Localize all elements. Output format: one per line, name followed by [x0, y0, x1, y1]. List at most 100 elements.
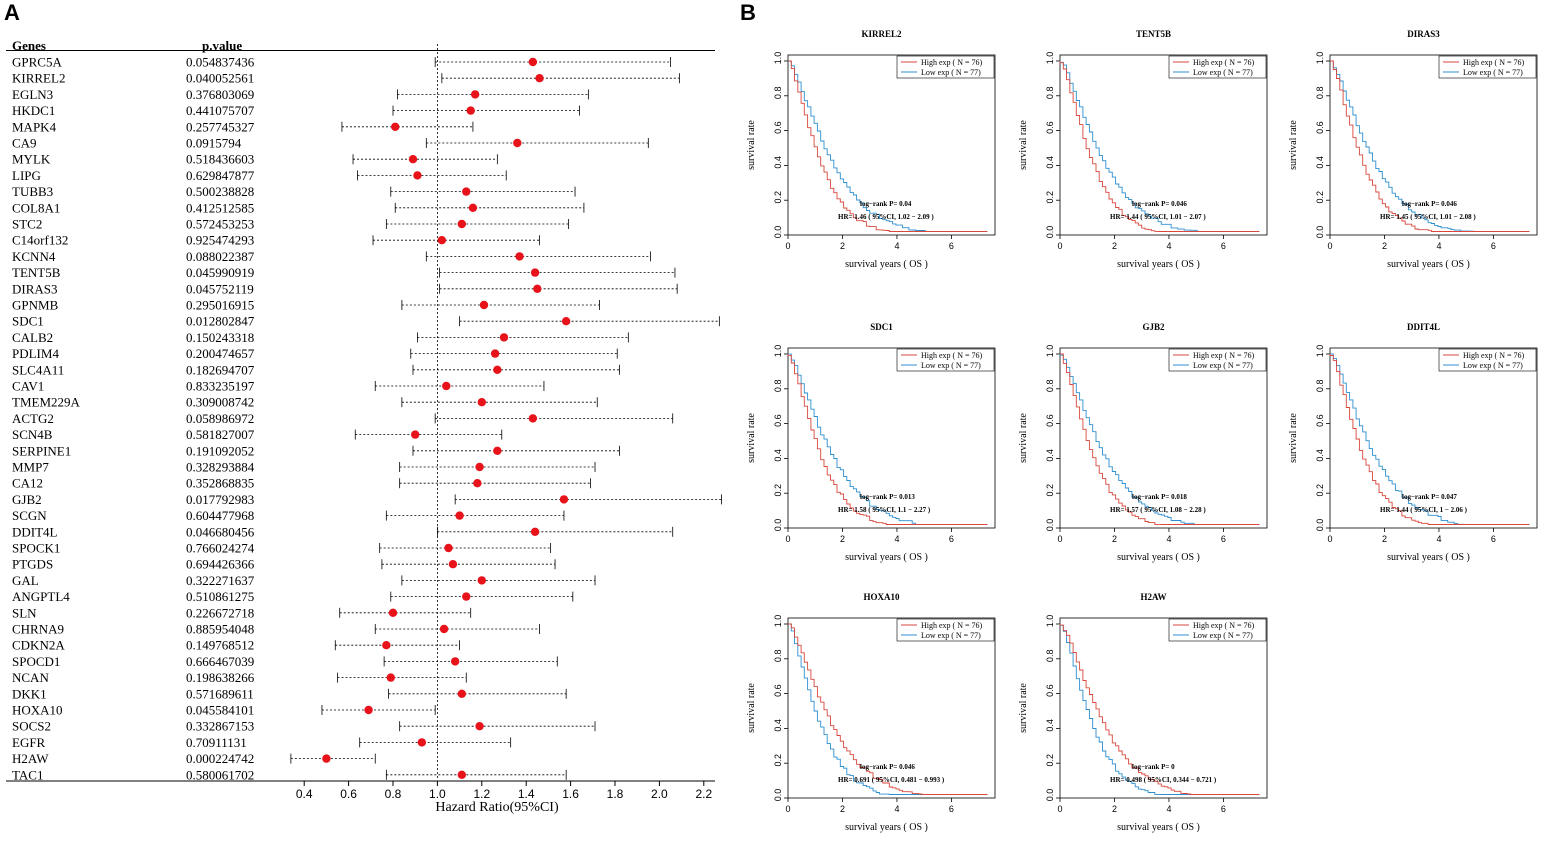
gene-label: SCN4B: [12, 427, 53, 442]
x-tick-label: 6: [949, 804, 954, 814]
y-tick-label: 0.0: [773, 789, 783, 802]
y-axis-label: survival rate: [1288, 120, 1299, 170]
y-tick-label: 0.0: [1045, 789, 1055, 802]
y-axis-label: survival rate: [1018, 413, 1029, 463]
gene-label: SPOCD1: [12, 654, 60, 669]
gene-label: H2AW: [12, 751, 49, 766]
x-tick-label: 1.8: [607, 787, 624, 801]
plot-frame: [1329, 54, 1538, 236]
hr-text: HR= 1.44 ( 95%CI, 1 − 2.06 ): [1380, 506, 1468, 514]
y-tick-label: 0.8: [773, 380, 783, 393]
pvalue-label: 0.295016915: [186, 298, 254, 313]
y-tick-label: 0.0: [773, 226, 783, 239]
km-plot-hoxa10: HOXA10 0.0 0.2 0.4 0.6 0.8 1.0 0 2 4 6 survival yea…: [740, 588, 1000, 853]
legend-box: [1438, 348, 1537, 372]
pvalue-label: 0.332867153: [186, 719, 254, 734]
pvalue-label: 0.088022387: [186, 249, 255, 264]
legend-box: [896, 55, 995, 79]
hr-point: [466, 106, 475, 115]
hr-point: [477, 576, 486, 585]
x-tick-label: 2: [1112, 534, 1117, 544]
hr-point: [470, 90, 480, 99]
y-tick-label: 0.8: [1315, 87, 1325, 100]
km-plot-ddit4l: DDIT4L 0.0 0.2 0.4 0.6 0.8 1.0 0 2 4 6 survival yea…: [1282, 318, 1542, 583]
gene-label: PDLIM4: [12, 346, 59, 361]
hr-point: [533, 284, 542, 293]
hr-text: HR= 1.46 ( 95%CI, 1.02 − 2.09 ): [838, 213, 934, 221]
plot-frame: [1059, 54, 1268, 236]
x-tick-label: 6: [1491, 241, 1496, 251]
hr-text: HR= 0.498 ( 95%CI, 0.344 − 0.721 ): [1110, 776, 1217, 784]
pvalue-label: 0.046680456: [186, 524, 255, 539]
legend-low: Low exp ( N = 77): [1193, 631, 1253, 640]
gene-label: GAL: [12, 573, 39, 588]
forest-plot: Genes p.value GPRC5A 0.054837436 KIRREL2 0.04…: [6, 38, 722, 815]
x-tick-label: 1.0: [429, 787, 446, 801]
logrank-text: log−rank P= 0.018: [1132, 493, 1187, 501]
y-tick-label: 0.2: [773, 191, 783, 204]
gene-label: SCGN: [12, 508, 47, 523]
y-axis-label: survival rate: [1018, 120, 1029, 170]
legend-high: High exp ( N = 76): [921, 351, 983, 360]
hr-point: [442, 381, 451, 391]
x-tick-label: 6: [1221, 534, 1226, 544]
pvalue-label: 0.694426366: [186, 557, 255, 572]
gene-label: CA12: [12, 476, 43, 491]
logrank-text: log−rank P= 0: [1132, 763, 1175, 771]
gene-label: ANGPTL4: [12, 589, 70, 604]
pvalue-label: 0.328293884: [186, 460, 255, 475]
y-tick-label: 0.4: [1315, 156, 1325, 169]
km-title: GJB2: [1142, 322, 1165, 332]
km-svg: DDIT4L 0.0 0.2 0.4 0.6 0.8 1.0 0 2 4 6 survival yea…: [1288, 322, 1538, 563]
pvalue-label: 0.045752119: [186, 281, 254, 296]
x-tick-label: 0: [785, 241, 790, 251]
pvalue-label: 0.666467039: [186, 654, 254, 669]
x-axis-label: survival years ( OS ): [1117, 259, 1200, 270]
y-tick-label: 0.2: [773, 484, 783, 497]
x-axis-label: survival years ( OS ): [845, 259, 928, 270]
hr-point: [462, 592, 471, 601]
x-tick-label: 2: [1382, 534, 1387, 544]
pvalue-label: 0.0915794: [186, 136, 242, 151]
hr-point: [493, 365, 502, 374]
pvalue-label: 0.581827007: [186, 427, 255, 442]
km-title: KIRREL2: [861, 29, 902, 39]
pvalue-label: 0.149768512: [186, 638, 254, 653]
gene-label: CHRNA9: [12, 622, 64, 637]
legend-box: [1168, 348, 1267, 372]
hr-text: HR= 1.58 ( 95%CI, 1.1 − 2.27 ): [838, 506, 931, 514]
hr-point: [411, 430, 420, 439]
y-tick-label: 0.2: [1045, 191, 1055, 204]
gene-label: DDIT4L: [12, 524, 58, 539]
hr-point: [473, 479, 482, 488]
x-axis-label: survival years ( OS ): [1387, 552, 1470, 563]
km-plot-gjb2: GJB2 0.0 0.2 0.4 0.6 0.8 1.0 0 2 4 6 survival years…: [1012, 318, 1272, 583]
legend-low: Low exp ( N = 77): [1463, 68, 1523, 77]
hr-point: [515, 252, 524, 261]
km-title: H2AW: [1140, 592, 1166, 602]
gene-label: MAPK4: [12, 119, 57, 134]
logrank-text: log−rank P= 0.046: [860, 763, 915, 771]
y-tick-label: 1.0: [1045, 52, 1055, 65]
km-curve-high: [1329, 354, 1530, 525]
y-tick-label: 0.6: [1045, 684, 1055, 697]
hr-point: [457, 689, 467, 698]
gene-label: EGLN3: [12, 87, 53, 102]
plot-frame: [1329, 347, 1538, 529]
gene-label: HKDC1: [12, 103, 55, 118]
hr-point: [528, 414, 538, 423]
plot-frame: [787, 617, 996, 799]
hr-point: [490, 349, 500, 358]
hr-point: [413, 171, 422, 180]
hr-text: HR= 0.691 ( 95%CI, 0.481 − 0.993 ): [838, 776, 945, 784]
pvalue-label: 0.045990919: [186, 265, 254, 280]
legend-box: [1438, 55, 1537, 79]
km-title: TENT5B: [1136, 29, 1171, 39]
legend-low: Low exp ( N = 77): [921, 68, 981, 77]
km-curve-high: [788, 60, 988, 232]
legend-high: High exp ( N = 76): [1463, 58, 1525, 67]
x-tick-label: 0: [785, 534, 790, 544]
hr-point: [513, 138, 522, 148]
pvalue-label: 0.572453253: [186, 217, 254, 232]
gene-label: STC2: [12, 217, 42, 232]
